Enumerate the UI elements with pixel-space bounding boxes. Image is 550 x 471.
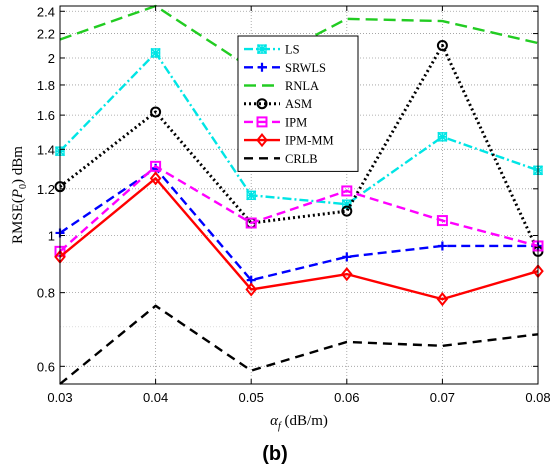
y-tick-label: 1.6: [37, 108, 55, 123]
data-point-ls-box: [150, 48, 161, 58]
data-point-ipm: [245, 217, 257, 229]
legend-item-asm: ASM: [244, 97, 312, 111]
legend-marker: [256, 44, 268, 55]
legend-item-srwls: SRWLS: [244, 61, 326, 75]
y-tick-label: 1.8: [37, 78, 55, 93]
x-tick-label: 0.08: [525, 390, 550, 405]
data-point-ipm-mm: [341, 267, 353, 282]
legend-label: CRLB: [285, 152, 318, 166]
data-point-ipm: [341, 185, 353, 197]
y-tick-label: 0.6: [37, 359, 55, 374]
y-tick-label: 2: [48, 51, 55, 66]
legend-marker: [256, 98, 268, 110]
x-tick-label: 0.04: [143, 390, 168, 405]
data-point-ls: [341, 199, 352, 210]
data-point-ls-box: [437, 132, 448, 142]
series-line-ls: [59, 51, 539, 206]
series-ipm: [54, 160, 544, 257]
series-rnla: [59, 4, 539, 70]
y-tick-label: 1.4: [37, 142, 55, 157]
legend-label: IPM-MM: [285, 134, 334, 148]
x-tick-label: 0.05: [239, 390, 264, 405]
legend-marker: [256, 116, 268, 128]
data-point-ipm: [150, 160, 162, 172]
legend-marker: [257, 62, 267, 72]
data-point-asm: [436, 39, 448, 51]
legend-label: IPM: [285, 115, 307, 129]
series-line-ipm: [59, 165, 539, 253]
legend-item-rnla: RNLA: [244, 79, 319, 93]
y-tick-label: 2.2: [37, 27, 55, 42]
x-tick-label: 0.07: [430, 390, 455, 405]
y-tick-label: 1.2: [37, 182, 55, 197]
legend-label: ASM: [285, 97, 312, 111]
series-crlb: [59, 304, 539, 385]
legend-item-ipm-mm: IPM-MM: [244, 133, 334, 148]
series-line-asm: [59, 43, 540, 252]
data-point-srwls: [437, 241, 447, 251]
legend-label: LS: [285, 43, 300, 57]
x-axis-label: αf (dB/m): [270, 413, 328, 432]
legend-item-ipm: IPM: [244, 115, 307, 129]
data-point-ipm-mm: [436, 292, 449, 307]
data-point-ipm: [436, 215, 448, 227]
series-line-crlb: [59, 304, 539, 385]
y-axis-label: RMSE(P0) dBm: [10, 146, 29, 244]
data-point-ipm-mm: [245, 282, 257, 297]
y-tick-label: 0.8: [37, 286, 55, 301]
figure-caption: (b): [262, 443, 288, 465]
legend-marker-box: [257, 44, 267, 54]
legend-item-ls: LS: [244, 43, 300, 57]
data-point-ipm-mm: [149, 171, 162, 186]
legend-marker: [256, 133, 268, 148]
data-point-asm: [150, 106, 162, 118]
x-tick-label: 0.03: [47, 390, 72, 405]
legend-item-crlb: CRLB: [244, 152, 318, 166]
legend: LS SRWLS RNLA ASM IPM IPM-MM CRLB: [237, 35, 359, 172]
series-line-rnla: [59, 4, 539, 70]
axis-ticks: 0.03 0.04 0.05 0.06 0.07 0.08 0.6 0.8 1 1.2 1.4 1.6…: [37, 4, 550, 405]
data-point-ls-box: [246, 190, 256, 200]
series-line-ipm-mm: [59, 177, 539, 301]
plot-frame: [59, 5, 539, 385]
data-point-srwls: [342, 252, 352, 262]
y-tick-label: 2.4: [37, 4, 55, 19]
data-point-ls: [437, 131, 448, 142]
legend-label: SRWLS: [285, 61, 326, 75]
series-line-srwls: [59, 167, 538, 282]
series-ipm-mm: [54, 171, 544, 307]
legend-label: RNLA: [285, 79, 319, 93]
x-tick-label: 0.06: [334, 390, 359, 405]
data-point-ls: [246, 190, 257, 201]
data-point-ls: [150, 47, 161, 58]
y-tick-label: 1: [48, 229, 55, 244]
data-point-asm: [341, 205, 353, 217]
